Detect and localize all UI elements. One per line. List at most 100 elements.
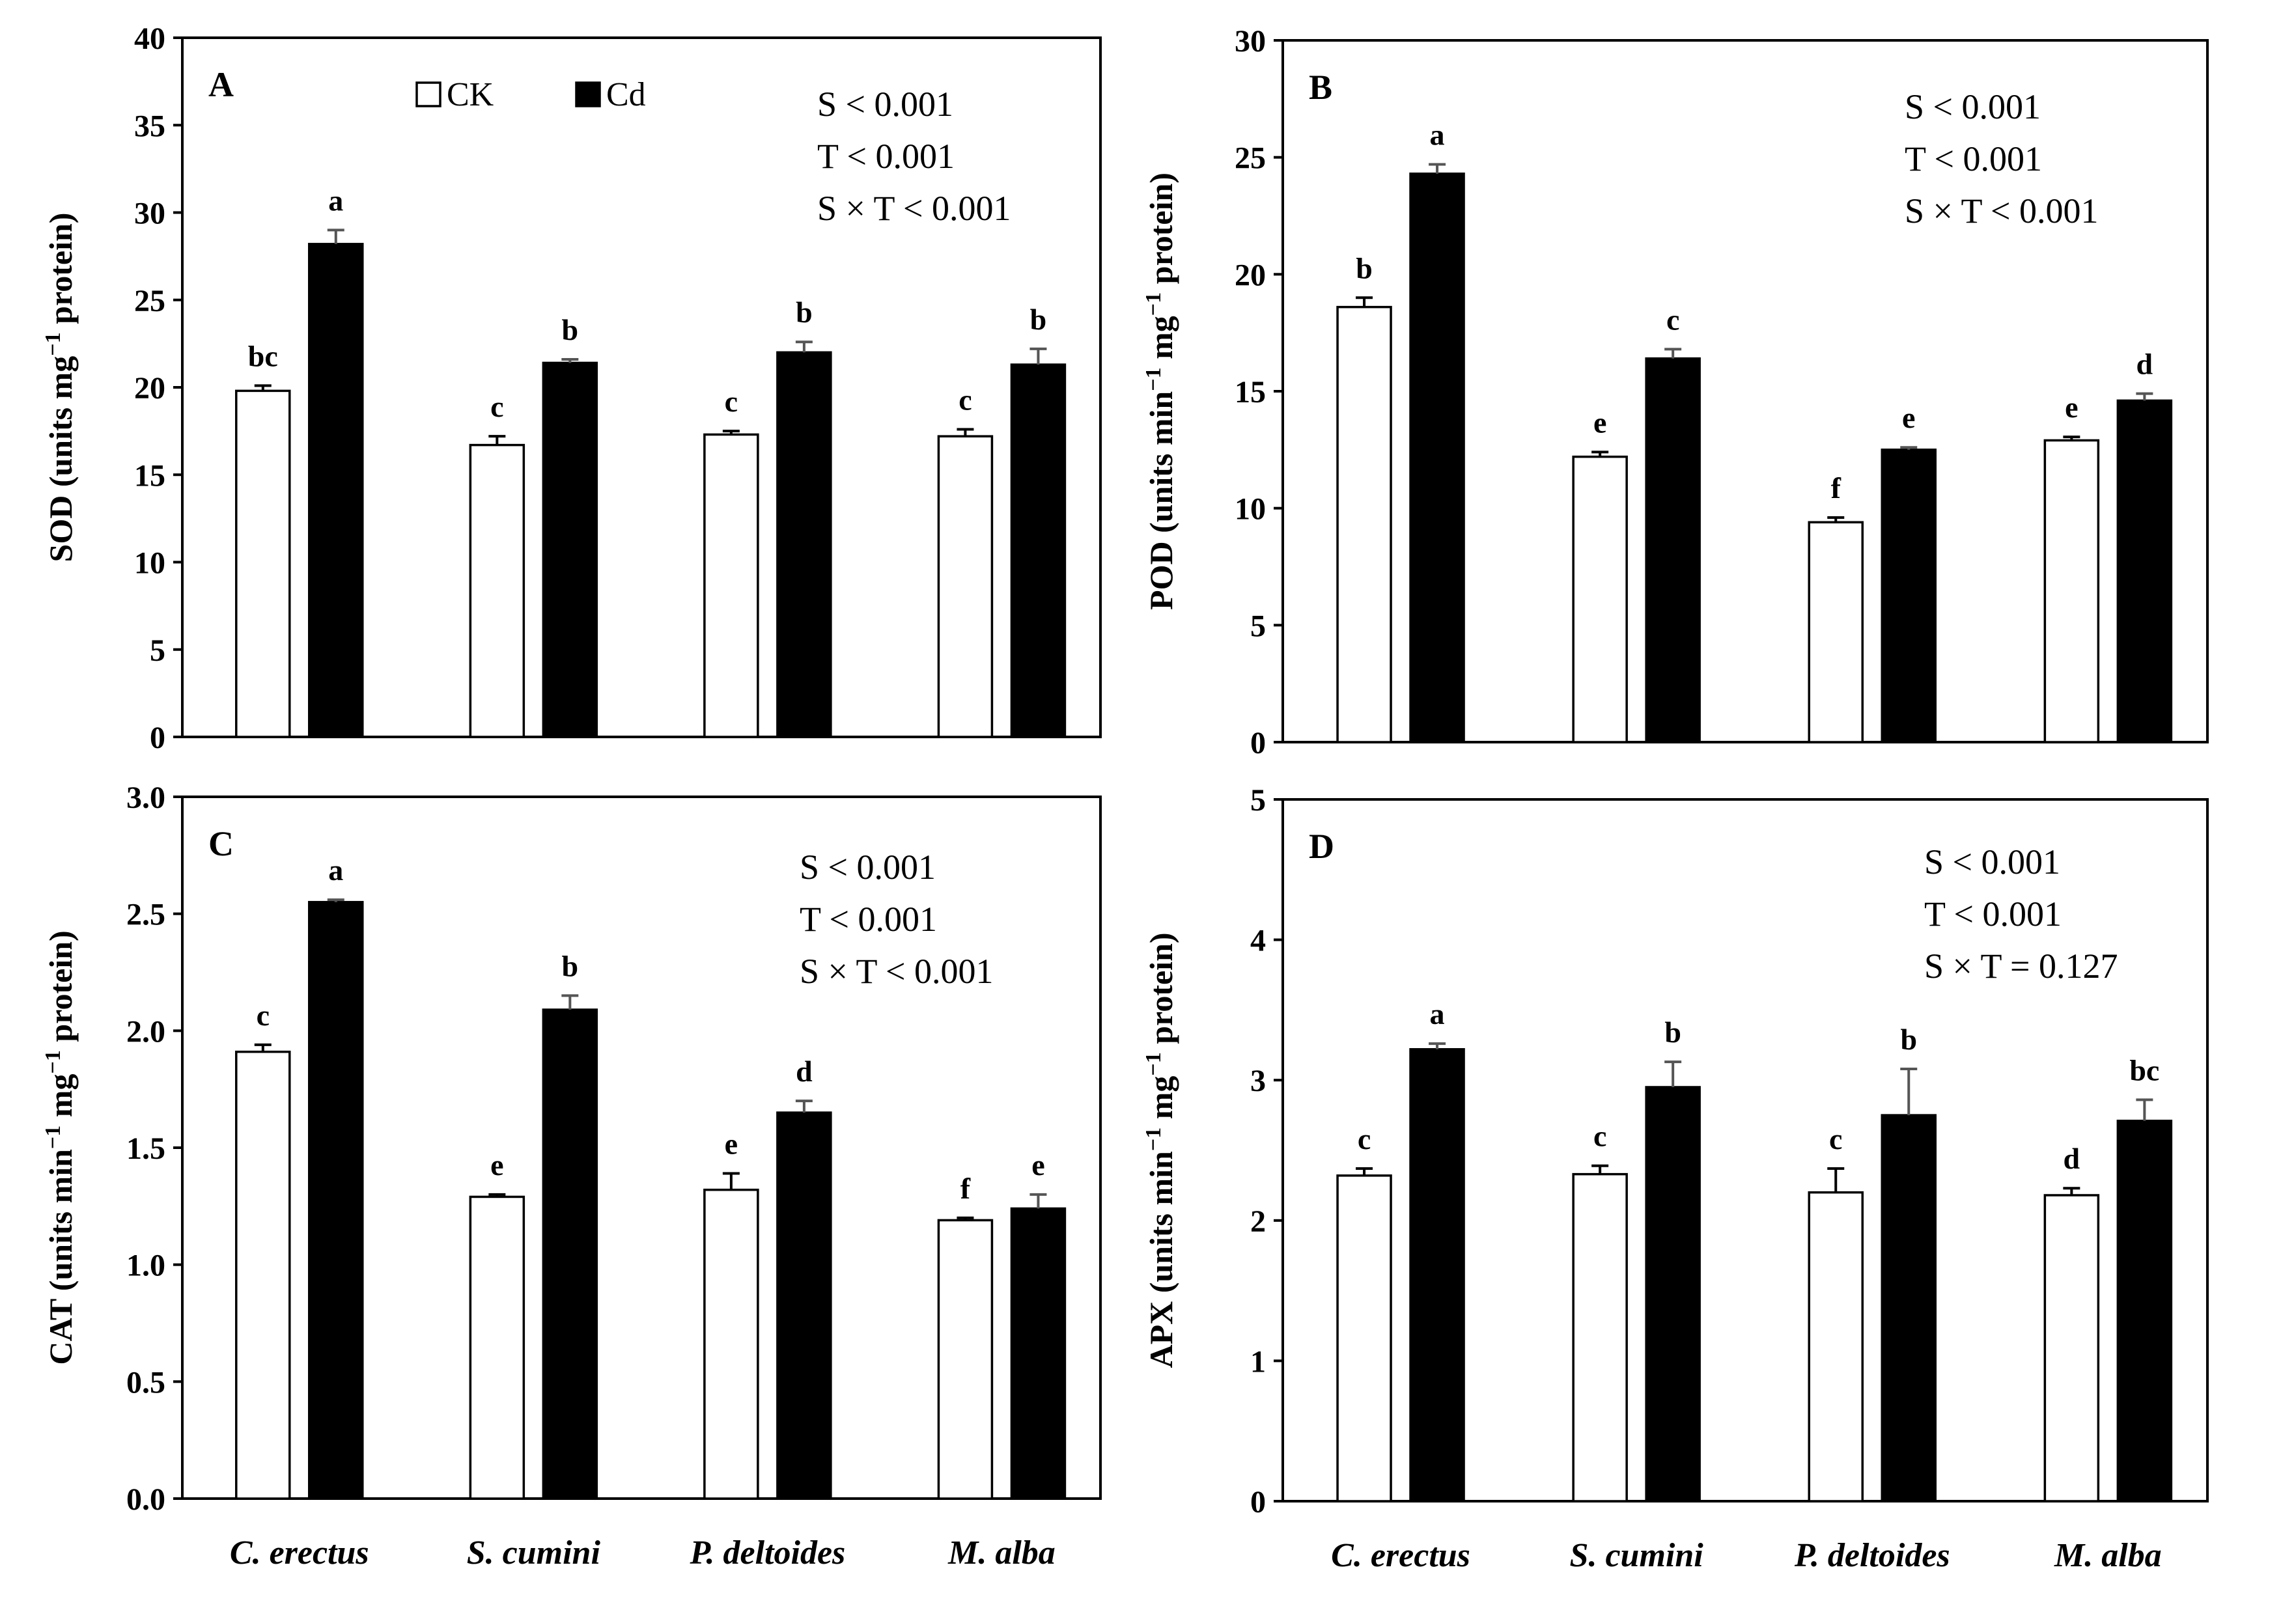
significance-label: b	[1664, 1016, 1681, 1049]
significance-label: c	[1593, 1120, 1606, 1153]
bar-cd	[1409, 1048, 1465, 1502]
category-label: P. deltoides	[689, 1534, 845, 1571]
bar-ck	[2043, 1194, 2100, 1502]
significance-label: d	[2136, 348, 2153, 381]
bar-cd	[1010, 363, 1067, 738]
bar-ck	[1336, 1174, 1392, 1502]
y-tick-label: 30	[1235, 24, 1266, 59]
bar-cd	[308, 900, 364, 1500]
y-tick-label: 0	[1250, 1485, 1266, 1519]
significance-label: c	[257, 999, 270, 1032]
y-axis-label-part: protein)	[1143, 173, 1179, 292]
category-label: C. erectus	[1331, 1537, 1470, 1574]
bar-ck	[1808, 1191, 1864, 1502]
panel-letter: C	[208, 824, 234, 863]
significance-label: c	[490, 390, 503, 423]
y-axis-label-part: mg	[42, 1074, 79, 1126]
y-axis-label: SOD (units mg−1 protein)	[41, 213, 79, 562]
y-axis-label-part: SOD (units mg	[42, 356, 79, 562]
bar-ck	[235, 389, 291, 738]
stat-line: S × T < 0.001	[817, 189, 1011, 228]
y-tick-label: 2.5	[126, 898, 165, 932]
y-axis-label: APX (units min−1 mg−1 protein)	[1141, 932, 1180, 1368]
bar-ck	[1572, 455, 1628, 743]
significance-label: c	[1829, 1122, 1842, 1156]
y-tick-label: 15	[134, 458, 165, 493]
panel-letter: A	[208, 65, 234, 104]
bar-ck	[703, 433, 759, 738]
y-tick-label: 4	[1250, 924, 1266, 958]
y-tick-label: 40	[134, 21, 165, 56]
y-axis-label-part: mg	[1143, 1076, 1179, 1128]
stat-line: S × T < 0.001	[800, 952, 993, 991]
y-tick-label: 10	[134, 546, 165, 581]
stat-line: T < 0.001	[817, 137, 955, 176]
significance-label: b	[562, 313, 579, 346]
y-axis-label-part: CAT (units min	[42, 1149, 79, 1365]
bar-cd	[2116, 1119, 2173, 1502]
significance-label: a	[1430, 997, 1445, 1031]
significance-label: bc	[248, 339, 278, 372]
y-tick-label: 10	[1235, 492, 1266, 527]
significance-label: e	[725, 1128, 738, 1161]
y-axis-label: CAT (units min−1 mg−1 protein)	[41, 930, 79, 1364]
y-axis-label-part: mg	[1143, 316, 1179, 367]
y-tick-label: 20	[134, 371, 165, 406]
y-tick-label: 25	[1235, 141, 1266, 176]
significance-label: b	[1030, 303, 1047, 336]
bar-cd	[1881, 1114, 1937, 1502]
bar-cd	[542, 1008, 598, 1500]
bar-ck	[937, 435, 994, 738]
legend-swatch-ck	[415, 81, 441, 107]
legend: CK Cd	[415, 76, 646, 113]
y-tick-label: 0	[150, 721, 165, 755]
y-tick-label: 25	[134, 284, 165, 318]
significance-label: e	[2065, 391, 2078, 424]
bar-ck	[1808, 521, 1864, 743]
significance-label: e	[490, 1148, 503, 1182]
panel-a: 0 5 10 15 20 25 30 35 40 SOD (units mg−1 protein)…	[41, 21, 1102, 755]
bar-cd	[1010, 1207, 1067, 1500]
stat-line: S × T = 0.127	[1924, 947, 2118, 986]
category-label: S. cumini	[1570, 1537, 1704, 1574]
significance-label: b	[1356, 251, 1373, 284]
y-tick-label: 0.0	[126, 1482, 165, 1517]
y-tick-label: 20	[1235, 258, 1266, 292]
y-tick-label: 5	[1250, 783, 1266, 818]
significance-label: e	[1902, 401, 1915, 434]
stat-line: T < 0.001	[1924, 894, 2062, 934]
y-tick-label: 1.0	[126, 1249, 165, 1283]
significance-label: e	[1031, 1148, 1044, 1182]
stat-line: S < 0.001	[1924, 842, 2060, 881]
bar-cd	[776, 1111, 832, 1500]
y-tick-label: 5	[1250, 609, 1266, 643]
bar-cd	[1645, 1086, 1701, 1502]
y-axis-label-part: protein)	[1143, 932, 1179, 1052]
y-axis-label-part: protein)	[42, 930, 79, 1050]
significance-label: f	[1831, 471, 1841, 505]
bar-cd	[1881, 449, 1937, 743]
y-tick-label: 2.0	[126, 1014, 165, 1049]
y-tick-label: 15	[1235, 375, 1266, 409]
y-tick-label: 1.5	[126, 1131, 165, 1166]
y-tick-label: 0.5	[126, 1365, 165, 1400]
y-axis-label-part: protein)	[42, 213, 79, 333]
legend-label-ck: CK	[447, 76, 494, 113]
bar-ck	[937, 1219, 994, 1500]
category-label: S. cumini	[467, 1534, 601, 1571]
significance-label: a	[328, 184, 343, 217]
bar-cd	[1409, 173, 1465, 743]
significance-label: c	[1666, 303, 1679, 336]
y-axis-label-superscript: −1	[1141, 1128, 1166, 1151]
y-tick-label: 35	[134, 109, 165, 143]
y-tick-label: 2	[1250, 1204, 1266, 1239]
bar-cd	[542, 361, 598, 738]
significance-label: c	[725, 385, 738, 418]
stat-line: S < 0.001	[1905, 87, 2041, 126]
bar-ck	[2043, 439, 2100, 743]
panel-letter: D	[1309, 827, 1334, 866]
significance-label: e	[1593, 406, 1606, 439]
